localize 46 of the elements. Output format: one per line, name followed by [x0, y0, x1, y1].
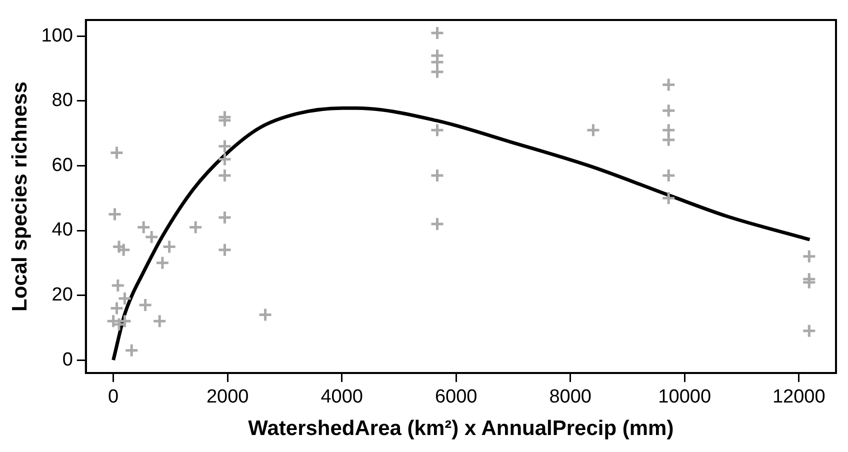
point: [110, 278, 126, 293]
point: [661, 132, 676, 148]
point: [152, 314, 167, 328]
point: [138, 298, 153, 312]
point: [155, 256, 170, 270]
point: [217, 139, 232, 154]
x-tick-label: 10000: [658, 386, 712, 408]
point: [802, 249, 816, 264]
point: [118, 291, 132, 306]
point: [586, 122, 600, 138]
y-tick-label: 0: [62, 349, 73, 370]
point: [108, 207, 122, 222]
point: [217, 152, 232, 167]
point: [217, 210, 232, 225]
point: [188, 220, 203, 235]
line-series: [112, 106, 812, 362]
y-tick-label: 100: [41, 25, 73, 46]
y-tick-label: 40: [52, 220, 73, 241]
point: [661, 78, 676, 92]
y-tick-label: 60: [52, 154, 73, 176]
x-tick-label: 4000: [320, 386, 363, 408]
point: [217, 168, 232, 183]
y-axis-title: Local species richness: [8, 82, 32, 312]
point: [124, 343, 139, 358]
point: [802, 275, 816, 290]
point: [110, 300, 124, 316]
point: [802, 324, 816, 338]
x-tick-label: 8000: [549, 386, 592, 408]
y-tick-label: 80: [52, 90, 73, 112]
point: [661, 103, 676, 118]
x-tick-label: 6000: [434, 386, 478, 408]
point: [661, 190, 676, 206]
x-tick-label: 0: [108, 386, 119, 408]
x-tick-label: 2000: [206, 386, 249, 408]
point: [661, 168, 676, 183]
point: [217, 242, 232, 258]
point: [162, 239, 177, 254]
point: [430, 216, 444, 232]
x-tick-label: 12000: [772, 386, 826, 408]
point: [430, 168, 444, 183]
point: [110, 146, 124, 160]
point: [430, 26, 444, 40]
x-axis-title: WatershedArea (km²) x AnnualPrecip (mm): [248, 417, 674, 440]
y-tick-label: 20: [52, 284, 73, 306]
point: [258, 307, 273, 322]
point: [430, 122, 444, 138]
